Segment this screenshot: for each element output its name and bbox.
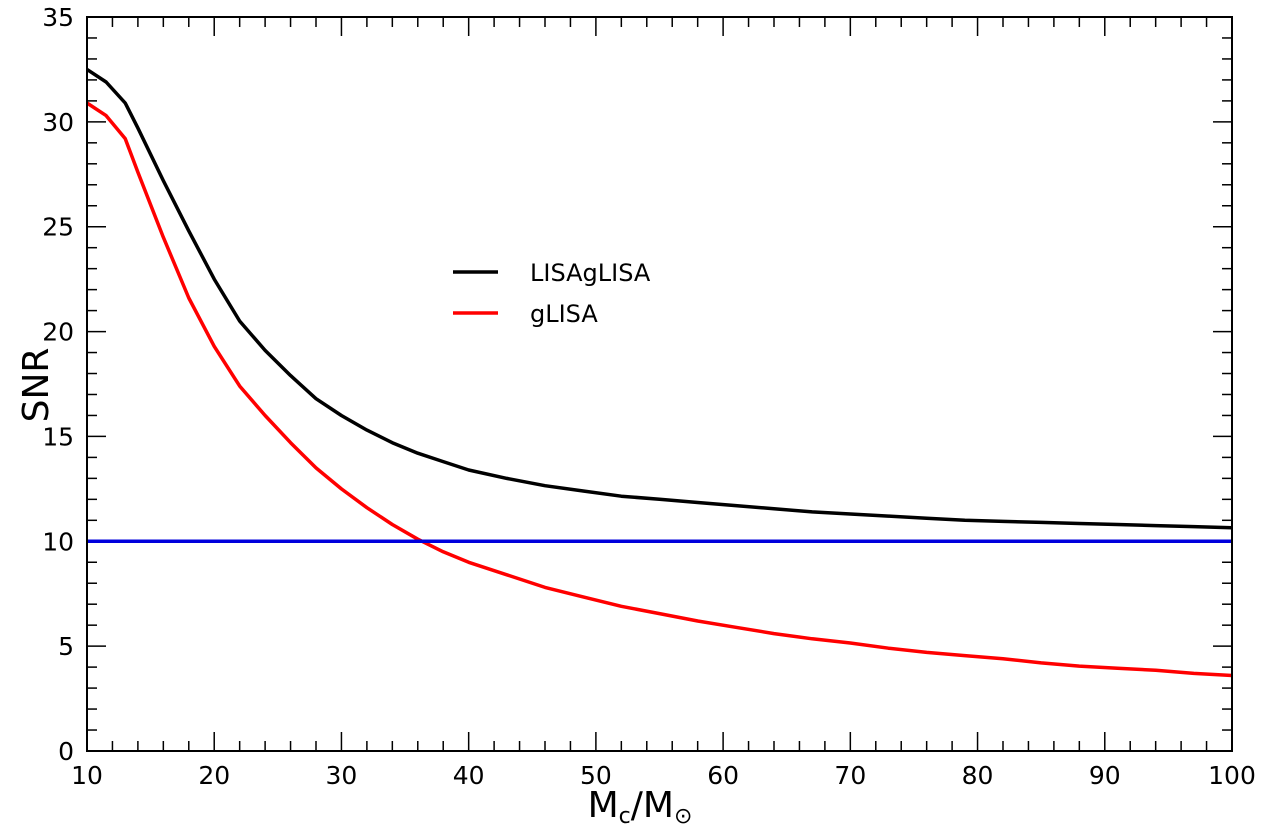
- x-tick-label: 50: [580, 761, 612, 790]
- legend: LISAgLISA gLISA: [453, 259, 651, 328]
- axis-ticks: [86, 16, 1233, 752]
- x-tick-label: 100: [1208, 761, 1256, 790]
- series-line-lisaglisa: [86, 67, 1233, 530]
- x-axis-label: Mc/M⊙: [588, 785, 693, 826]
- series-lines: [86, 67, 1233, 678]
- y-tick-label: 15: [42, 422, 74, 451]
- tick-labels: 10 20 30 40 50 60 70 80 90 100 0 5 10 15 20 25 30 35: [42, 3, 1256, 790]
- legend-label-lisaglisa: LISAgLISA: [530, 259, 651, 287]
- y-tick-label: 10: [42, 527, 74, 556]
- y-tick-label: 0: [58, 737, 74, 766]
- series-line-glisa: [86, 101, 1233, 678]
- x-tick-label: 60: [707, 761, 739, 790]
- y-tick-label: 30: [42, 108, 74, 137]
- x-tick-label: 10: [71, 761, 103, 790]
- y-axis-label: SNR: [16, 348, 57, 423]
- y-tick-label: 25: [42, 213, 74, 242]
- y-tick-label: 20: [42, 318, 74, 347]
- x-axis-label-main: M: [588, 785, 619, 826]
- x-tick-label: 70: [834, 761, 866, 790]
- x-axis-label-mid: /M: [631, 785, 674, 826]
- x-tick-label: 80: [962, 761, 994, 790]
- x-tick-label: 30: [326, 761, 358, 790]
- x-tick-label: 40: [453, 761, 485, 790]
- x-axis-label-sub-sun: ⊙: [674, 804, 692, 826]
- x-tick-label: 20: [198, 761, 230, 790]
- legend-label-glisa: gLISA: [530, 300, 598, 328]
- x-axis-label-sub-c: c: [619, 804, 631, 826]
- y-tick-label: 35: [42, 3, 74, 32]
- y-tick-label: 5: [58, 632, 74, 661]
- x-tick-label: 90: [1089, 761, 1121, 790]
- plot-frame: [86, 16, 1233, 752]
